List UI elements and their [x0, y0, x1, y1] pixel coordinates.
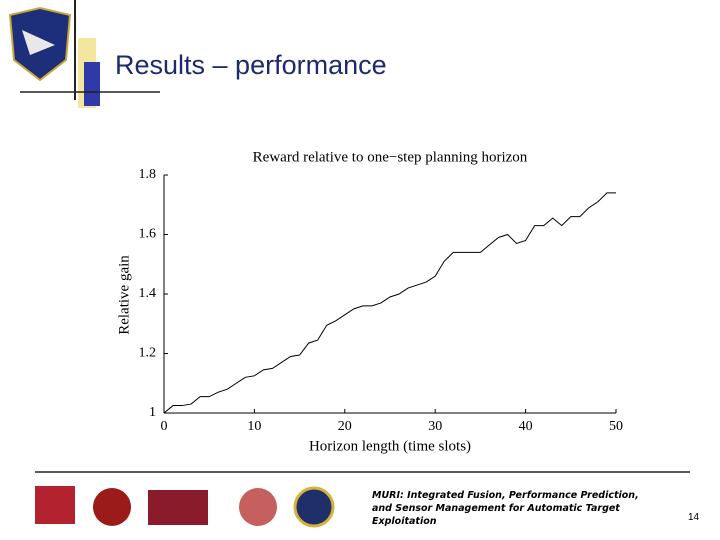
logo — [239, 488, 277, 526]
y-tick-label: 1 — [149, 405, 156, 420]
y-tick-label: 1.4 — [139, 286, 157, 301]
decor-block — [84, 62, 100, 106]
slide-title: Results – performance — [115, 50, 387, 80]
x-tick-label: 40 — [519, 419, 533, 434]
data-line — [163, 192, 616, 414]
y-tick-label: 1.2 — [139, 346, 157, 361]
x-tick-label: 0 — [161, 419, 168, 434]
y-axis-label: Relative gain — [116, 255, 132, 335]
logo-emblem — [22, 30, 55, 55]
x-tick-label: 30 — [428, 419, 442, 434]
y-tick-label: 1.6 — [139, 227, 157, 242]
logo — [148, 490, 208, 525]
logo — [35, 486, 75, 524]
page-number: 14 — [688, 512, 700, 523]
logo — [93, 488, 131, 526]
logo — [293, 486, 335, 528]
chart-title: Reward relative to one−step planning hor… — [253, 149, 528, 165]
footer-text: MURI: Integrated Fusion, Performance Pre… — [372, 490, 639, 527]
x-tick-label: 20 — [338, 419, 352, 434]
y-tick-label: 1.8 — [139, 167, 157, 182]
x-tick-label: 50 — [609, 419, 623, 434]
x-axis-label: Horizon length (time slots) — [309, 438, 471, 454]
x-tick-label: 10 — [247, 419, 261, 434]
